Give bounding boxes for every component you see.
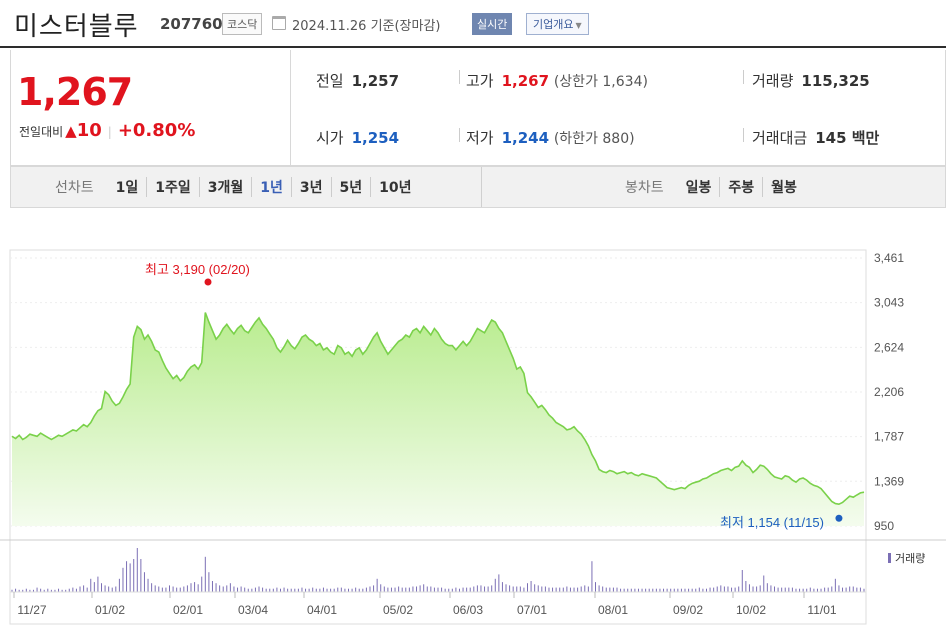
x-tick-label: 08/01 bbox=[598, 603, 628, 617]
candle-chart-label: 봉차트 bbox=[625, 180, 664, 196]
x-tick-label: 01/02 bbox=[95, 603, 125, 617]
y-tick-label: 2,624 bbox=[874, 340, 904, 354]
y-tick-label: 3,461 bbox=[874, 251, 904, 265]
change-row: 전일대비 ▲10 | +0.80% bbox=[19, 120, 196, 141]
candle-period-0[interactable]: 일봉 bbox=[685, 180, 712, 196]
period-4[interactable]: 3년 bbox=[290, 177, 331, 197]
y-tick-label: 1,369 bbox=[874, 474, 904, 488]
price-summary: 1,267 전일대비 ▲10 | +0.80% 전일 1,257 고가 1,267 (상한… bbox=[10, 50, 946, 166]
y-tick-label: 950 bbox=[874, 519, 894, 533]
x-tick-label: 11/27 bbox=[17, 603, 46, 617]
open-price: 시가 1,254 bbox=[316, 129, 400, 147]
y-tick-label: 3,043 bbox=[874, 296, 904, 310]
company-info-dropdown[interactable]: 기업개요 ▼ bbox=[526, 13, 589, 35]
period-6[interactable]: 10년 bbox=[370, 177, 419, 197]
candle-chart-periods: 봉차트 일봉 주봉 월봉 bbox=[625, 167, 805, 207]
x-tick-label: 07/01 bbox=[517, 603, 547, 617]
stock-name: 미스터블루 bbox=[14, 12, 139, 42]
high-annotation: 최고 3,190 (02/20) bbox=[145, 262, 250, 277]
current-price-panel: 1,267 전일대비 ▲10 | +0.80% bbox=[11, 50, 291, 166]
low-marker bbox=[835, 514, 843, 522]
period-toolbar: 선차트 1일 1주일 3개월 1년 3년 5년 10년 봉차트 일봉 주봉 월봉 bbox=[10, 166, 946, 208]
reference-date: 2024.11.26 기준(장마감) bbox=[292, 19, 441, 34]
x-tick-label: 09/02 bbox=[673, 603, 703, 617]
calendar-icon bbox=[272, 16, 286, 30]
y-tick-label: 1,787 bbox=[874, 430, 904, 444]
stock-header: 미스터블루 207760 코스닥 2024.11.26 기준(장마감) 실시간 … bbox=[0, 0, 946, 48]
chevron-down-icon: ▼ bbox=[575, 21, 582, 30]
period-5[interactable]: 5년 bbox=[330, 177, 371, 197]
price-chart: 3,461 3,043 2,624 2,206 1,787 1,369 950 최고 3,19… bbox=[0, 249, 946, 625]
x-tick-label: 10/02 bbox=[736, 603, 766, 617]
line-chart-periods: 선차트 1일 1주일 3개월 1년 3년 5년 10년 bbox=[55, 167, 420, 207]
change-label: 전일대비 bbox=[19, 125, 64, 139]
x-tick-label: 03/04 bbox=[238, 603, 268, 617]
x-tick-label: 02/01 bbox=[173, 603, 203, 617]
day-low: 저가 1,244 (하한가 880) bbox=[466, 129, 635, 147]
current-price: 1,267 bbox=[17, 70, 133, 114]
stock-code: 207760 bbox=[160, 15, 223, 33]
low-annotation: 최저 1,154 (11/15) bbox=[720, 515, 824, 530]
market-badge: 코스닥 bbox=[222, 13, 263, 35]
trade-amount: 거래대금 145 백만 bbox=[752, 129, 880, 147]
line-chart-label: 선차트 bbox=[55, 180, 94, 196]
period-2[interactable]: 3개월 bbox=[198, 177, 252, 197]
price-area bbox=[12, 312, 864, 526]
change-value: 10 bbox=[76, 120, 102, 141]
period-0[interactable]: 1일 bbox=[115, 180, 139, 196]
candle-period-2[interactable]: 월봉 bbox=[762, 177, 805, 197]
prev-close: 전일 1,257 bbox=[316, 72, 400, 90]
volume-legend: 거래량 bbox=[888, 550, 925, 566]
price-line bbox=[11, 312, 865, 506]
y-tick-label: 2,206 bbox=[874, 385, 904, 399]
company-info-label: 기업개요 bbox=[533, 18, 574, 31]
day-high: 고가 1,267 (상한가 1,634) bbox=[466, 72, 648, 90]
volume-legend-label: 거래량 bbox=[895, 552, 926, 565]
x-tick-label: 06/03 bbox=[453, 603, 483, 617]
candle-period-1[interactable]: 주봉 bbox=[719, 177, 762, 197]
x-tick-label: 05/02 bbox=[383, 603, 413, 617]
x-tick-label: 04/01 bbox=[307, 603, 337, 617]
x-tick-label: 11/01 bbox=[807, 603, 836, 617]
realtime-button[interactable]: 실시간 bbox=[472, 13, 513, 35]
period-3[interactable]: 1년 bbox=[251, 177, 291, 197]
period-1[interactable]: 1주일 bbox=[146, 177, 199, 197]
high-marker bbox=[204, 278, 212, 286]
up-triangle-icon: ▲ bbox=[65, 122, 77, 140]
change-percent: +0.80% bbox=[117, 120, 196, 141]
volume: 거래량 115,325 bbox=[752, 72, 870, 90]
